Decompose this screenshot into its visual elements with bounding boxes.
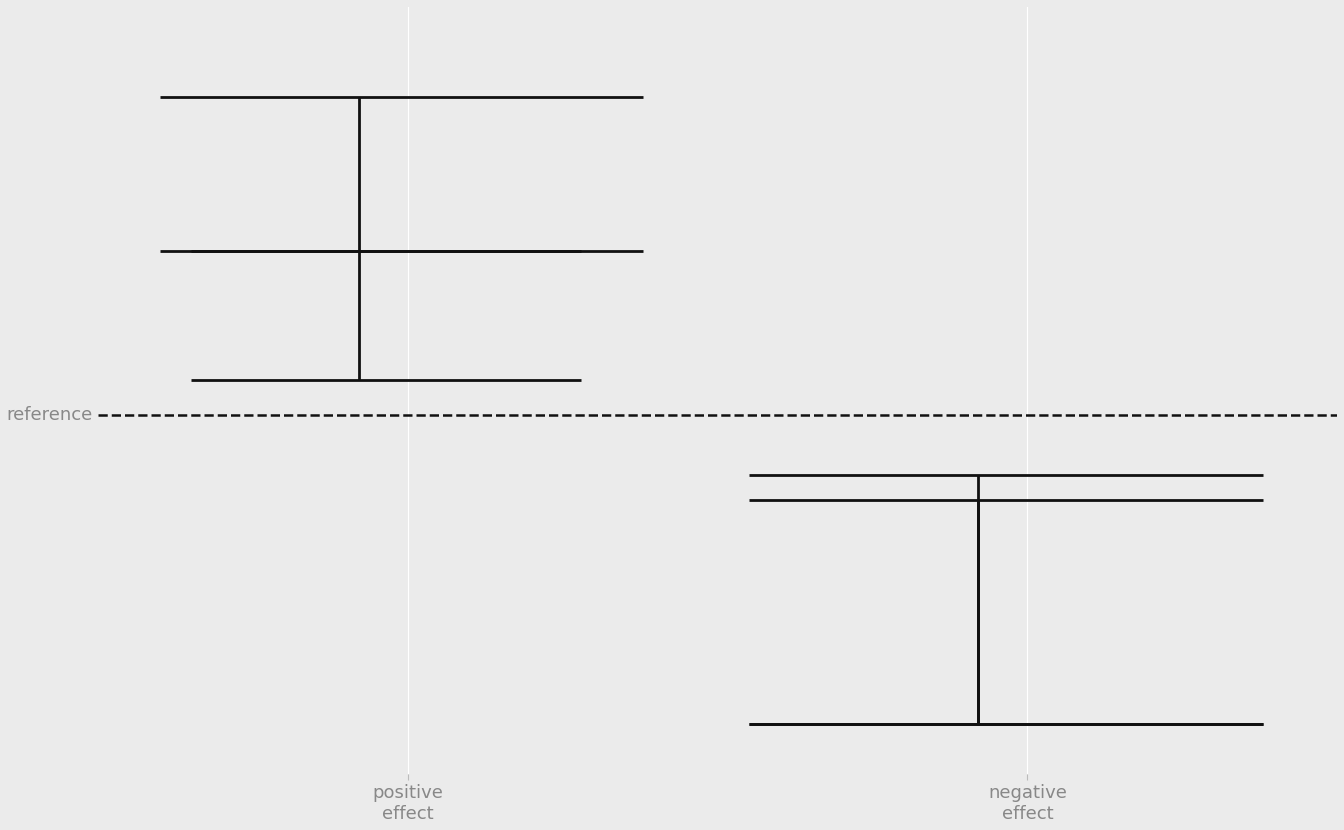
Text: reference: reference [5, 407, 93, 424]
